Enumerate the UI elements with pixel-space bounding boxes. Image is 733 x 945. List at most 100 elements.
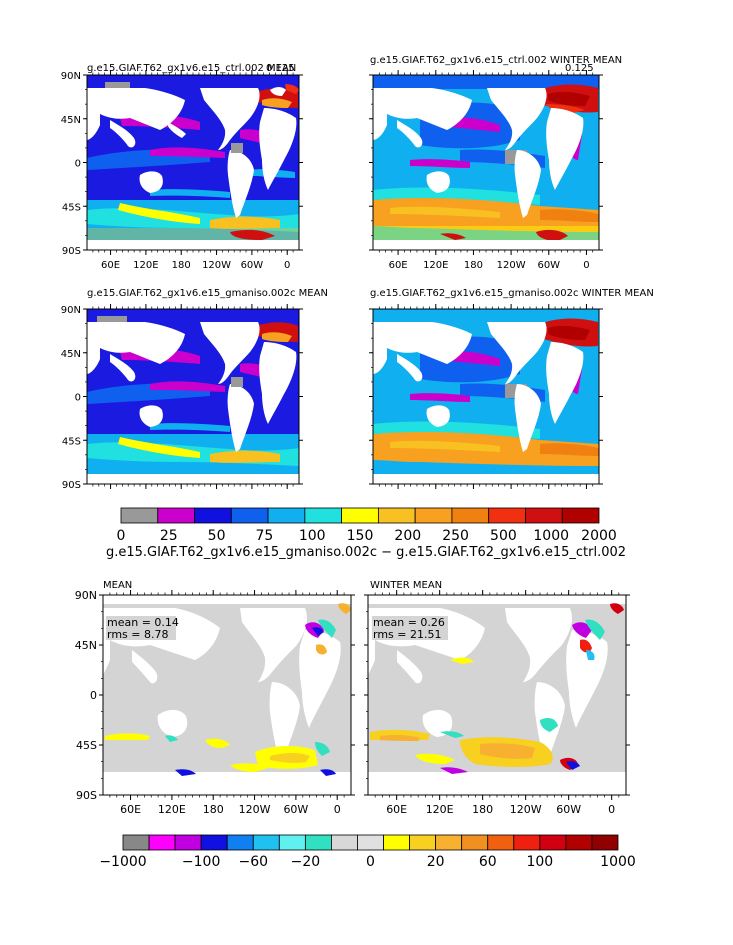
diff-panel-mean: MEAN [102,580,352,796]
colorbar-swatch [383,834,410,851]
colorbar-swatch [539,834,567,851]
colorbar-swatch [200,834,228,851]
colorbar-label: 150 [347,528,374,544]
lon-tick-label: 120W [497,260,526,271]
lon-tick-label: 0 [608,803,615,816]
colorbar-swatch [409,834,437,851]
lat-tick-label: 45N [75,639,97,652]
colorbar-swatch [341,507,379,524]
colorbar-swatch [451,507,490,524]
axes-layer: 90N 45N 0 45S 90S 60E 120E 180 120W 60W 0 60E 120E 18… [61,70,630,816]
rms-stat: rms = 21.51 [373,628,441,641]
colorbar-label: 60 [479,854,497,870]
lon-tick-label: 180 [172,260,191,271]
colorbar-swatch [304,507,343,524]
lon-tick-label: 120E [423,260,448,271]
colorbar-label: 75 [255,528,273,544]
lat-tick-label: 45S [62,436,81,447]
lon-tick-label: 180 [203,803,224,816]
colorbar-label: 1000 [600,854,636,870]
lat-tick-label: 0 [75,159,81,170]
colorbar-swatch [157,507,195,524]
lon-tick-label: 120W [510,803,542,816]
lon-tick-label: 60E [386,803,407,816]
diff-panel-winter-mean: WINTER MEAN [367,580,627,796]
lon-tick-label: 120E [158,803,186,816]
map-panel-gmaniso-mean: g.e15.GIAF.T62_gx1v6.e15_gmaniso.002c ME… [86,288,328,485]
colorbar-swatch [525,507,563,524]
colorbar-swatch [120,507,159,524]
colorbar-swatch [487,834,515,851]
colorbar-swatch [252,834,280,851]
field-map [373,75,599,250]
lon-tick-label: 60W [241,260,264,271]
colorbar-swatch [226,834,254,851]
lat-tick-label: 90S [62,246,81,257]
map-panel-ctrl-mean: g.e15.GIAF.T62_gx1v6.e15_ctrl.002 MEAN 0… [86,63,300,251]
field-map [373,309,599,484]
lat-tick-label: 45N [61,115,81,126]
lon-tick-label: 0 [284,260,290,271]
colorbar-swatch [513,834,541,851]
lat-tick-label: 45N [61,349,81,360]
colorbar-swatch [331,834,358,851]
colorbar-swatch [357,834,384,851]
lat-tick-label: 90S [62,480,81,491]
colorbar-swatch [304,834,332,851]
colorbar-swatch [278,834,306,851]
lon-tick-label: 180 [472,803,493,816]
colorbar-swatch [122,834,150,851]
colorbar-swatch [377,507,416,524]
colorbar-swatch [461,834,489,851]
colorbar-label: 200 [394,528,421,544]
colorbar-label: −100 [182,854,220,870]
colorbar-top: 0 25 50 75 100 150 200 250 500 1000 2000 [117,507,617,544]
lon-tick-label: 120W [202,260,231,271]
lon-tick-label: 60E [101,260,120,271]
lat-tick-label: 0 [75,393,81,404]
colorbar-swatch [194,507,232,524]
colorbar-label: 25 [160,528,178,544]
colorbar-swatch [414,507,453,524]
colorbar-label: −60 [238,854,268,870]
colorbar-label: 250 [442,528,469,544]
colorbar-label: 500 [490,528,517,544]
lon-tick-label: 60W [556,803,581,816]
colorbar-label: 100 [526,854,553,870]
colorbar-label: −20 [291,854,321,870]
lon-tick-label: 180 [464,260,483,271]
lat-tick-label: 90N [61,305,81,316]
colorbar-label: 2000 [581,528,617,544]
colorbar-label: 0 [117,528,126,544]
lon-tick-label: 120W [239,803,271,816]
panel-title: MEAN [103,580,132,591]
lat-tick-label: 0 [90,689,97,702]
lat-tick-label: 45S [62,202,81,213]
colorbar-label: 50 [208,528,226,544]
lon-tick-label: 60E [120,803,141,816]
colorbar-swatch [148,834,176,851]
lat-tick-label: 90N [75,589,97,602]
mean-stat: mean = 0.14 [107,616,179,629]
colorbar-swatch [174,834,202,851]
colorbar-swatch [267,507,306,524]
panel-title: g.e15.GIAF.T62_gx1v6.e15_ctrl.002 WINTER… [370,55,622,66]
lon-tick-label: 120E [426,803,454,816]
lon-tick-label: 0 [334,803,341,816]
colorbar-label: −1000 [99,854,146,870]
lon-tick-label: 60W [537,260,560,271]
panel-title: WINTER MEAN [370,580,442,591]
panel-corner-value: 0.125 [266,63,295,74]
lat-tick-label: 90S [76,789,97,802]
colorbar-label: 1000 [533,528,569,544]
lon-tick-label: 60E [389,260,408,271]
lat-tick-label: 45S [76,739,97,752]
rms-stat: rms = 8.78 [107,628,168,641]
field-map [87,309,299,484]
mean-stat: mean = 0.26 [373,616,445,629]
colorbar-swatch [488,507,526,524]
map-panel-gmaniso-winter-mean: g.e15.GIAF.T62_gx1v6.e15_gmaniso.002c WI… [370,288,654,485]
map-panel-ctrl-winter-mean: g.e15.GIAF.T62_gx1v6.e15_ctrl.002 WINTER… [370,55,622,251]
lon-tick-label: 120E [133,260,158,271]
colorbar-label: 20 [427,854,445,870]
